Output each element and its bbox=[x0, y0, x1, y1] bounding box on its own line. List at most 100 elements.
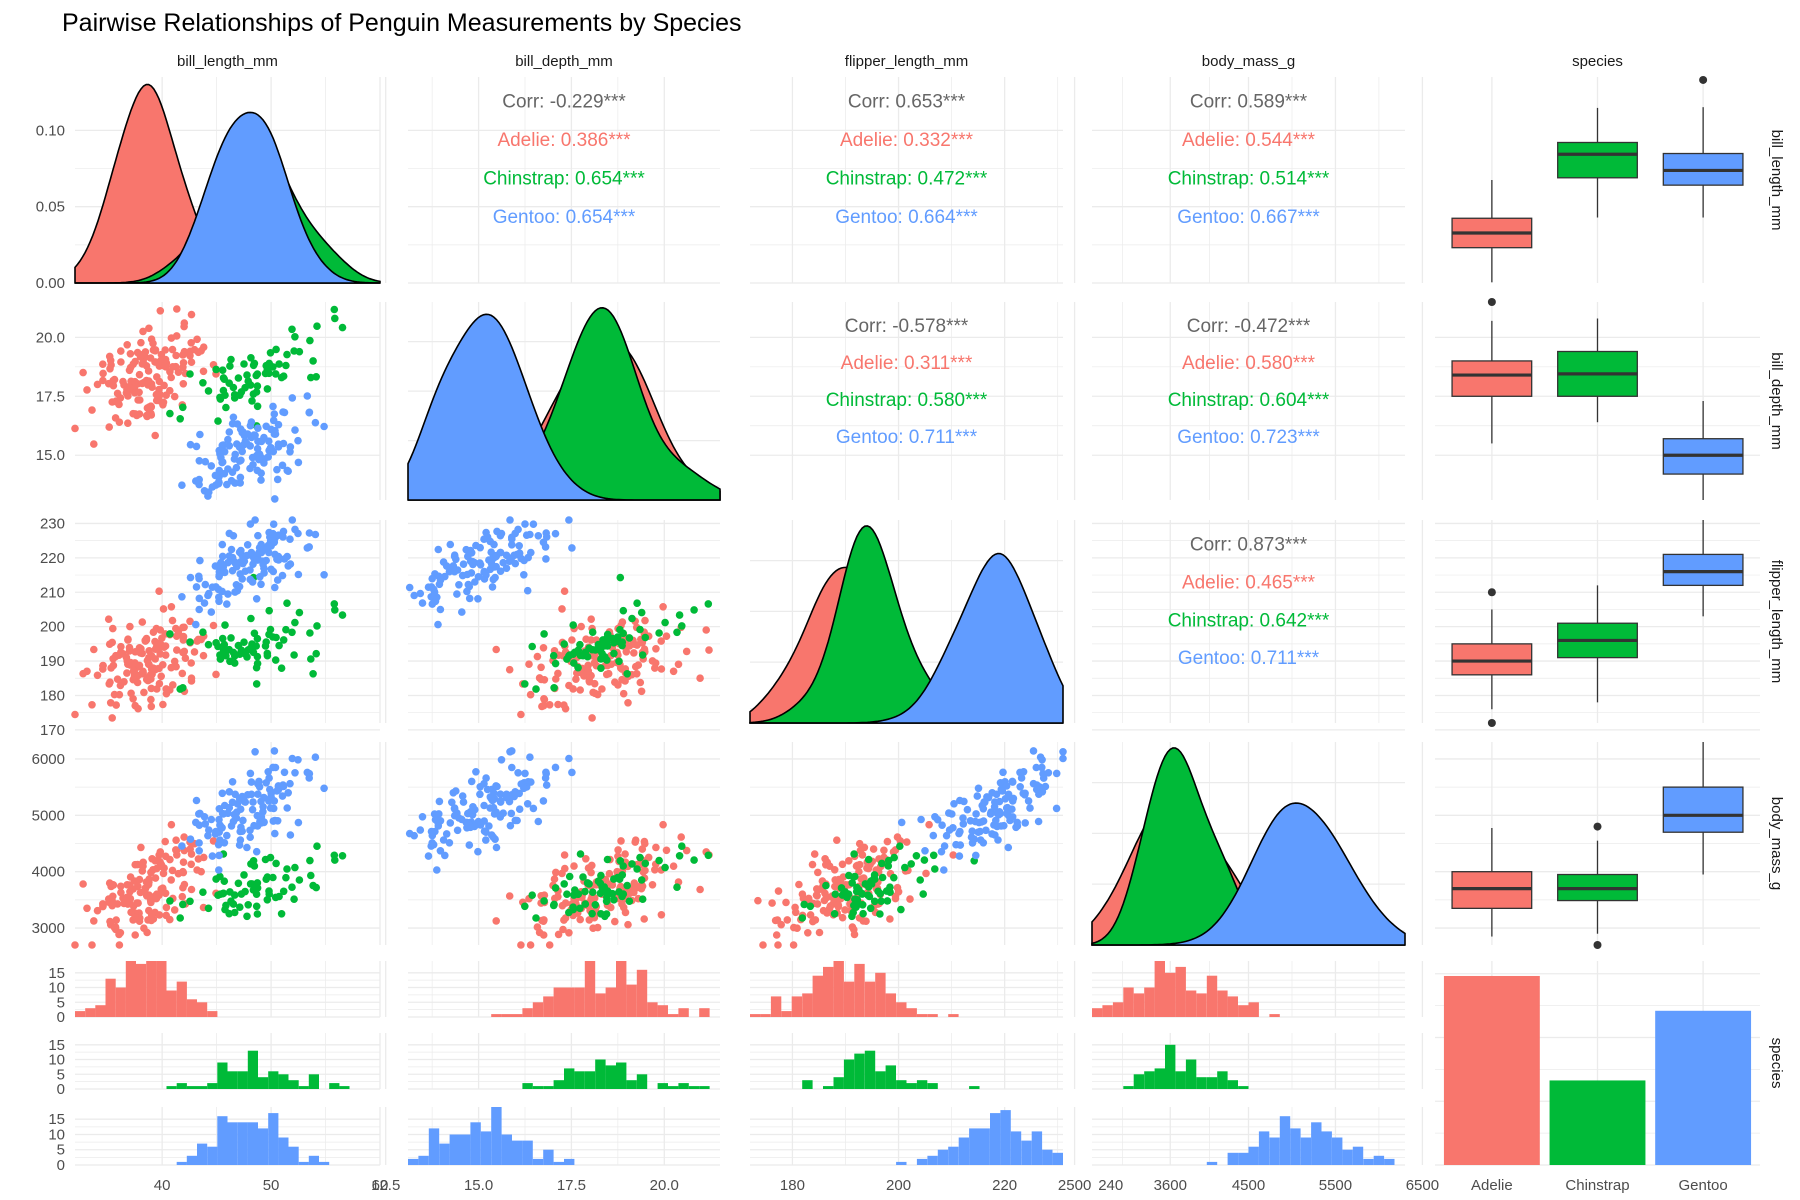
scatter-point-chinstrap bbox=[613, 633, 622, 641]
scatter-point-chinstrap bbox=[588, 909, 596, 918]
scatter-point-adelie bbox=[576, 686, 584, 694]
scatter-point-gentoo bbox=[215, 478, 223, 487]
boxplot-panel bbox=[1435, 298, 1760, 500]
scatter-point-gentoo bbox=[288, 516, 297, 524]
hist-bar-adelie bbox=[166, 990, 177, 1017]
hist-bar-chinstrap bbox=[699, 1086, 710, 1089]
hist-bar-adelie bbox=[760, 1014, 771, 1017]
scatter-point-adelie bbox=[147, 868, 155, 877]
scatter-point-chinstrap bbox=[313, 842, 321, 850]
scatter-point-gentoo bbox=[303, 544, 312, 552]
scatter-point-chinstrap bbox=[166, 409, 174, 418]
scatter-point-adelie bbox=[651, 664, 659, 672]
scatter-point-adelie bbox=[848, 923, 857, 931]
scatter-point-chinstrap bbox=[272, 345, 280, 354]
scatter-point-adelie bbox=[125, 899, 134, 907]
scatter-point-adelie bbox=[569, 685, 577, 693]
hist-bar-chinstrap bbox=[1123, 1086, 1134, 1089]
y-tick-label: 0 bbox=[57, 1081, 65, 1098]
scatter-point-gentoo bbox=[976, 836, 985, 844]
scatter-point-gentoo bbox=[294, 529, 302, 538]
scatter-point-gentoo bbox=[992, 790, 1001, 799]
density-panel bbox=[749, 520, 1112, 724]
scatter-point-chinstrap bbox=[569, 621, 577, 629]
scatter-point-adelie bbox=[559, 925, 567, 934]
scatter-point-gentoo bbox=[458, 571, 467, 580]
scatter-point-gentoo bbox=[568, 544, 576, 552]
corr-label-overall: Corr: -0.229*** bbox=[502, 92, 626, 113]
corr-label-overall: Corr: -0.578*** bbox=[845, 316, 969, 337]
scatter-point-adelie bbox=[112, 916, 120, 924]
scatter-point-gentoo bbox=[507, 809, 516, 818]
scatter-point-gentoo bbox=[469, 803, 477, 811]
hist-bar-adelie bbox=[1154, 961, 1165, 1017]
scatter-point-chinstrap bbox=[528, 891, 536, 899]
scatter-point-adelie bbox=[79, 880, 87, 888]
scatter-point-gentoo bbox=[259, 803, 267, 811]
scatter-point-chinstrap bbox=[655, 629, 663, 637]
scatter-point-gentoo bbox=[228, 778, 237, 786]
hist-bar-gentoo bbox=[1238, 1152, 1249, 1165]
scatter-point-adelie bbox=[167, 334, 176, 342]
hist-bar-chinstrap bbox=[595, 1059, 606, 1089]
scatter-point-gentoo bbox=[269, 402, 277, 411]
scatter-point-gentoo bbox=[529, 520, 538, 528]
scatter-point-gentoo bbox=[1032, 763, 1041, 772]
hist-bar-adelie bbox=[647, 1002, 658, 1017]
scatter-point-chinstrap bbox=[279, 887, 288, 896]
correlation-panel: Corr: -0.472*** Adelie: 0.580*** Chinstrap… bbox=[1073, 302, 1424, 500]
scatter-point-adelie bbox=[155, 396, 163, 405]
histogram-panel bbox=[385, 1107, 720, 1166]
scatter-point-gentoo bbox=[279, 533, 287, 541]
scatter-point-gentoo bbox=[262, 422, 271, 431]
y-tick-label: 10 bbox=[48, 980, 65, 997]
scatter-point-gentoo bbox=[940, 866, 948, 874]
hist-bar-adelie bbox=[833, 961, 844, 1017]
scatter-point-chinstrap bbox=[901, 863, 909, 872]
scatter-point-gentoo bbox=[225, 529, 234, 538]
scatter-point-adelie bbox=[539, 644, 548, 652]
scatter-point-adelie bbox=[134, 396, 142, 404]
scatter-point-chinstrap bbox=[633, 865, 641, 873]
scatter-point-gentoo bbox=[215, 805, 224, 813]
scatter-point-gentoo bbox=[949, 824, 957, 832]
scatter-point-gentoo bbox=[506, 516, 514, 524]
hist-bar-chinstrap bbox=[896, 1080, 907, 1089]
box-outlier bbox=[1699, 75, 1708, 84]
hist-bar-gentoo bbox=[480, 1131, 492, 1165]
density-panel bbox=[385, 302, 721, 501]
scatter-point-adelie bbox=[107, 664, 115, 672]
hist-bar-gentoo bbox=[948, 1146, 959, 1165]
boxplot-panel bbox=[1435, 520, 1760, 731]
hist-bar-gentoo bbox=[927, 1155, 938, 1165]
scatter-point-gentoo bbox=[207, 608, 216, 616]
corr-label-gentoo: Gentoo: 0.711*** bbox=[1178, 648, 1320, 669]
scatter-point-adelie bbox=[199, 651, 208, 660]
scatter-point-chinstrap bbox=[618, 641, 626, 650]
scatter-point-gentoo bbox=[434, 620, 442, 629]
scatter-point-gentoo bbox=[464, 809, 472, 818]
scatter-point-gentoo bbox=[218, 552, 227, 561]
scatter-point-adelie bbox=[806, 911, 815, 919]
x-tick-label: 240 bbox=[1098, 1177, 1123, 1194]
scatter-point-gentoo bbox=[542, 555, 550, 563]
scatter-point-gentoo bbox=[520, 784, 528, 793]
scatter-point-adelie bbox=[587, 868, 595, 877]
scatter-point-gentoo bbox=[269, 520, 278, 528]
scatter-point-gentoo bbox=[201, 580, 210, 589]
scatter-point-chinstrap bbox=[615, 657, 623, 666]
scatter-point-adelie bbox=[624, 920, 632, 929]
hist-bar-chinstrap bbox=[217, 1062, 228, 1089]
hist-bar-adelie bbox=[1144, 987, 1155, 1017]
hist-bar-chinstrap bbox=[584, 1071, 596, 1089]
scatter-point-adelie bbox=[71, 941, 79, 949]
hist-bar-gentoo bbox=[1290, 1128, 1301, 1165]
scatter-point-adelie bbox=[123, 669, 131, 677]
scatter-point-gentoo bbox=[508, 541, 516, 549]
scatter-point-gentoo bbox=[303, 768, 312, 777]
scatter-point-gentoo bbox=[480, 801, 488, 810]
hist-bar-gentoo bbox=[522, 1140, 533, 1165]
scatter-point-adelie bbox=[526, 941, 535, 949]
hist-bar-chinstrap bbox=[298, 1086, 309, 1089]
scatter-point-gentoo bbox=[270, 538, 279, 547]
